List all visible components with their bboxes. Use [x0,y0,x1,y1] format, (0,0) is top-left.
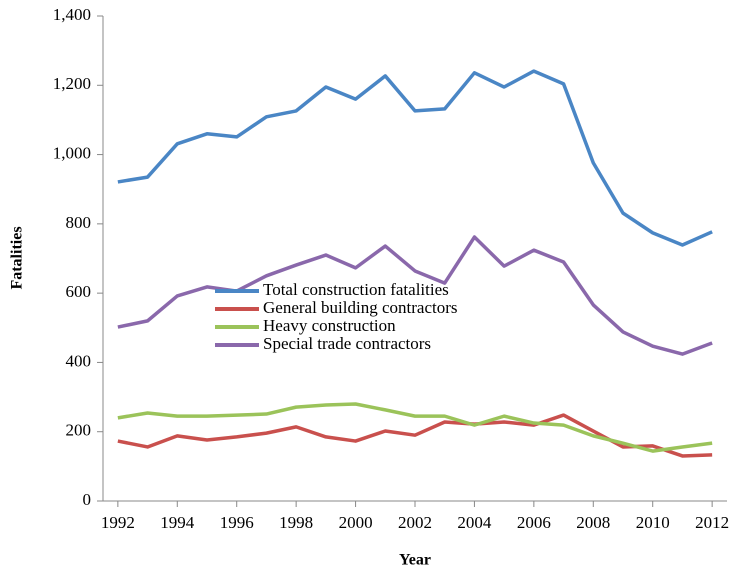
legend-label: Heavy construction [263,316,396,335]
series-line [117,402,713,453]
y-tick-label: 1,000 [53,143,91,162]
x-tick-label: 1998 [279,513,313,532]
x-tick-label: 2004 [457,513,492,532]
y-tick-label: 0 [83,490,92,509]
x-tick-label: 2002 [398,513,432,532]
x-tick-label: 2008 [576,513,610,532]
y-tick-label: 200 [66,421,92,440]
x-tick-label: 1994 [160,513,195,532]
x-axis-title: Year [399,552,431,569]
y-tick-label: 800 [66,213,92,232]
y-tick-label: 600 [66,282,92,301]
legend-label: Total construction fatalities [263,280,449,299]
x-tick-label: 2000 [339,513,373,532]
series-line [117,235,713,356]
x-tick-label: 2012 [695,513,729,532]
x-tick-label: 1996 [220,513,254,532]
x-tick-label: 2010 [636,513,670,532]
legend-label: General building contractors [263,298,458,317]
x-tick-label: 1992 [101,513,135,532]
y-tick-label: 400 [66,351,92,370]
series-line [117,69,713,247]
legend-label: Special trade contractors [263,334,431,353]
y-axis-title: Fatalities [9,226,26,289]
x-tick-label: 2006 [517,513,551,532]
y-tick-label: 1,400 [53,5,91,24]
y-tick-label: 1,200 [53,74,91,93]
series-line [117,413,713,458]
